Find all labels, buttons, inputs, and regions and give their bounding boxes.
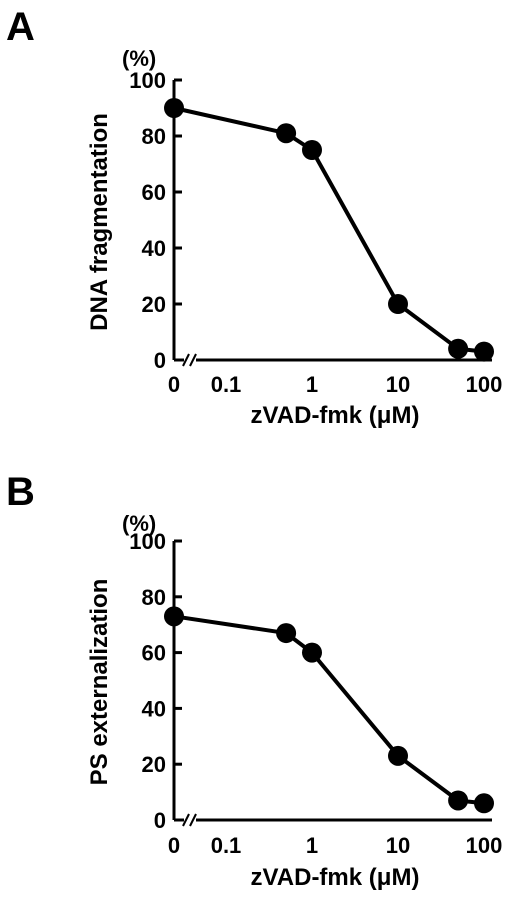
- data-point: [474, 341, 494, 362]
- x-tick-label: 0.1: [211, 833, 242, 858]
- y-axis-title: PS externalization: [86, 579, 113, 786]
- data-point: [388, 745, 408, 766]
- axis-break-mark: [189, 813, 197, 827]
- data-point: [302, 642, 322, 663]
- y-tick-label: 0: [154, 348, 166, 373]
- x-axis-title: zVAD-fmk (μM): [251, 402, 420, 429]
- y-tick-label: 20: [142, 752, 166, 777]
- panel-b: B (%) PS externalization zVAD-fmk (μM) 0…: [6, 470, 502, 891]
- y-tick-label: 100: [129, 68, 166, 93]
- data-point: [302, 140, 322, 160]
- y-tick-label: 40: [142, 696, 166, 721]
- axis-break-mark: [182, 813, 190, 827]
- data-point: [164, 98, 184, 118]
- data-point: [474, 793, 494, 814]
- axis-break-mark: [189, 353, 197, 367]
- y-unit-label: (%): [122, 46, 156, 71]
- data-point: [164, 606, 184, 627]
- x-tick-label: 0.1: [211, 372, 242, 397]
- panel-letter: B: [6, 470, 35, 514]
- data-point: [276, 623, 297, 644]
- y-tick-label: 100: [129, 529, 166, 554]
- axis-break-mark: [182, 353, 190, 367]
- y-tick-label: 80: [142, 124, 166, 149]
- series-line: [173, 614, 485, 806]
- series-line: [173, 106, 485, 354]
- data-point: [448, 790, 469, 811]
- y-tick-label: 0: [154, 808, 166, 833]
- x-tick-label: 10: [386, 833, 410, 858]
- y-axis-title: DNA fragmentation: [86, 113, 113, 331]
- y-unit-label: (%): [122, 511, 156, 536]
- data-point: [388, 294, 408, 314]
- x-tick-label: 1: [306, 372, 318, 397]
- x-tick-label: 0: [168, 833, 180, 858]
- data-point: [276, 123, 297, 144]
- data-point: [448, 338, 469, 359]
- x-axis-title: zVAD-fmk (μM): [251, 864, 420, 891]
- x-tick-label: 100: [466, 833, 503, 858]
- y-tick-label: 40: [142, 236, 166, 261]
- panel-letter: A: [6, 5, 35, 49]
- x-tick-label: 0: [168, 372, 180, 397]
- x-tick-label: 1: [306, 833, 318, 858]
- panel-a: A (%) DNA fragmentation zVAD-fmk (μM) 0 2…: [6, 5, 502, 429]
- y-tick-label: 20: [142, 292, 166, 317]
- y-tick-label: 60: [142, 180, 166, 205]
- x-tick-label: 10: [386, 372, 410, 397]
- y-tick-label: 80: [142, 585, 166, 610]
- y-tick-label: 60: [142, 641, 166, 666]
- x-tick-label: 100: [466, 372, 503, 397]
